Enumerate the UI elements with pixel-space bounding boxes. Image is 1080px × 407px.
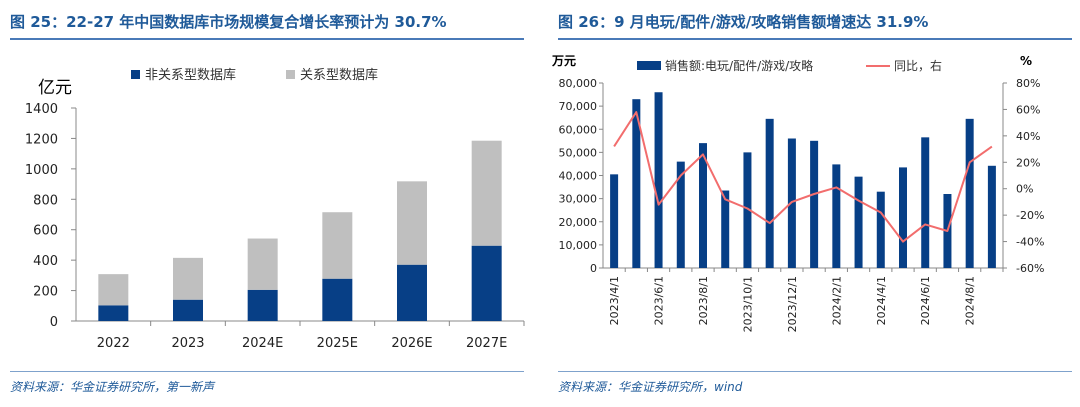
bar-non-relational-2027E bbox=[471, 245, 502, 321]
y-left-tick-label: 10,000 bbox=[559, 239, 598, 252]
y-right-tick-label: 60% bbox=[1016, 103, 1040, 116]
x-tick-label: 2023 bbox=[171, 336, 204, 351]
y-left-tick-label: 0 bbox=[590, 262, 597, 275]
bar-non-relational-2025E bbox=[322, 278, 353, 321]
y-tick-label: 600 bbox=[33, 224, 58, 239]
y-tick-label: 1000 bbox=[25, 163, 58, 178]
x-tick-label: 2027E bbox=[466, 336, 507, 351]
x-tick-label: 2024/4/1 bbox=[875, 276, 888, 325]
legend-swatch-0 bbox=[131, 70, 140, 79]
x-tick-label: 2024/6/1 bbox=[919, 276, 932, 325]
y-axis-unit-label: 亿元 bbox=[38, 78, 72, 98]
y-left-tick-label: 20,000 bbox=[559, 216, 598, 229]
bar-sales-2024/3/1 bbox=[854, 176, 863, 268]
y-left-tick-label: 70,000 bbox=[559, 100, 598, 113]
bar-sales-2023/8/1 bbox=[699, 143, 707, 268]
left-title-rule bbox=[10, 38, 524, 40]
x-tick-label: 2025E bbox=[317, 336, 358, 351]
right-source-note: 资料来源：华金证券研究所，wind bbox=[558, 380, 743, 394]
bar-sales-2023/6/1 bbox=[654, 92, 663, 268]
bar-relational-2022 bbox=[98, 274, 129, 306]
y-tick-label: 1200 bbox=[25, 132, 58, 147]
legend-swatch-1 bbox=[286, 70, 295, 79]
legend-bar-swatch bbox=[637, 61, 661, 70]
right-chart: 万元 % 销售额:电玩/配件/游戏/攻略 同比，右 0 10,000 20,000 30,00… bbox=[551, 54, 1044, 332]
bar-sales-2024/4/1 bbox=[876, 191, 885, 268]
bar-sales-2023/7/1 bbox=[676, 161, 685, 268]
x-tick-label: 2023/4/1 bbox=[608, 276, 621, 325]
legend-line-label: 同比，右 bbox=[894, 58, 942, 73]
y-right-tick-label: 0% bbox=[1016, 183, 1033, 196]
left-source-rule bbox=[10, 371, 524, 372]
bar-relational-2027E bbox=[471, 140, 502, 246]
legend-label-1: 关系型数据库 bbox=[300, 67, 378, 83]
y-left-tick-label: 40,000 bbox=[559, 170, 598, 183]
bar-non-relational-2022 bbox=[98, 305, 129, 321]
y-tick-label: 200 bbox=[33, 285, 58, 300]
x-tick-label: 2026E bbox=[391, 336, 432, 351]
y-tick-label: 800 bbox=[33, 193, 58, 208]
y-right-tick-label: 20% bbox=[1016, 156, 1040, 169]
bar-non-relational-2024E bbox=[247, 289, 278, 321]
y-left-tick-label: 50,000 bbox=[559, 146, 598, 159]
yoy-growth-line bbox=[613, 111, 993, 243]
bar-sales-2023/11/1 bbox=[765, 118, 774, 268]
bar-non-relational-2026E bbox=[397, 264, 427, 321]
right-figure-panel: 图 26：9 月电玩/配件/游戏/攻略销售额增速达 31.9% 万元% 销售额:电… bbox=[548, 0, 1080, 407]
bar-sales-2024/6/1 bbox=[921, 137, 930, 268]
y-tick-label: 400 bbox=[33, 254, 58, 269]
x-tick-label: 2023/6/1 bbox=[653, 276, 666, 325]
y-right-tick-label: 40% bbox=[1016, 130, 1040, 143]
right-title-rule bbox=[558, 38, 1072, 40]
x-tick-label: 2023/10/1 bbox=[741, 276, 754, 332]
x-tick-label: 2022 bbox=[97, 336, 130, 351]
left-figure-panel: 图 25：22-27 年中国数据库市场规模复合增长率预计为 30.7% 亿元 非关… bbox=[0, 0, 532, 407]
bar-sales-2024/8/1 bbox=[965, 118, 974, 268]
bar-sales-2024/9/1 bbox=[987, 165, 996, 268]
bar-relational-2026E bbox=[397, 181, 427, 265]
bar-sales-2024/5/1 bbox=[899, 167, 907, 268]
bar-sales-2023/10/1 bbox=[743, 152, 752, 268]
y-left-tick-label: 30,000 bbox=[559, 193, 598, 206]
y-right-tick-label: -60% bbox=[1016, 262, 1044, 275]
y-right-tick-label: -20% bbox=[1016, 209, 1044, 222]
y-left-tick-label: 60,000 bbox=[559, 123, 598, 136]
bar-sales-2023/9/1 bbox=[721, 190, 730, 268]
left-source-note: 资料来源：华金证券研究所，第一新声 bbox=[10, 380, 215, 394]
x-tick-label: 2023/12/1 bbox=[786, 276, 799, 332]
y-tick-label: 1400 bbox=[25, 102, 58, 117]
left-figure-title: 图 25：22-27 年中国数据库市场规模复合增长率预计为 30.7% bbox=[10, 13, 447, 31]
right-figure-title: 图 26：9 月电玩/配件/游戏/攻略销售额增速达 31.9% bbox=[558, 13, 929, 31]
bar-sales-2023/5/1 bbox=[632, 99, 641, 268]
x-tick-label: 2024/2/1 bbox=[830, 276, 843, 325]
y-right-tick-label: -40% bbox=[1016, 236, 1044, 249]
bar-non-relational-2023 bbox=[173, 299, 203, 321]
bar-sales-2024/1/1 bbox=[810, 140, 819, 268]
x-tick-label: 2024/8/1 bbox=[964, 276, 977, 325]
legend-label-0: 非关系型数据库 bbox=[145, 67, 236, 83]
x-tick-label: 2024E bbox=[242, 336, 283, 351]
y-right-tick-label: 80% bbox=[1016, 77, 1040, 90]
right-source-rule bbox=[558, 371, 1072, 372]
bar-relational-2024E bbox=[247, 238, 278, 290]
y-tick-label: 0 bbox=[50, 315, 58, 330]
bar-sales-2024/2/1 bbox=[832, 164, 841, 268]
y-axis-left-unit: 万元 bbox=[551, 54, 576, 68]
bar-relational-2023 bbox=[173, 257, 203, 300]
legend-bar-label: 销售额:电玩/配件/游戏/攻略 bbox=[665, 58, 813, 73]
x-tick-label: 2023/8/1 bbox=[697, 276, 710, 325]
bar-relational-2025E bbox=[322, 212, 353, 279]
left-chart: 亿元 非关系型数据库 关系型数据库 0 200 400 600 800 1000 1200 1400… bbox=[25, 67, 525, 351]
y-left-tick-label: 80,000 bbox=[559, 77, 598, 90]
y-axis-right-unit: % bbox=[1020, 54, 1032, 68]
bar-sales-2023/4/1 bbox=[610, 174, 619, 268]
